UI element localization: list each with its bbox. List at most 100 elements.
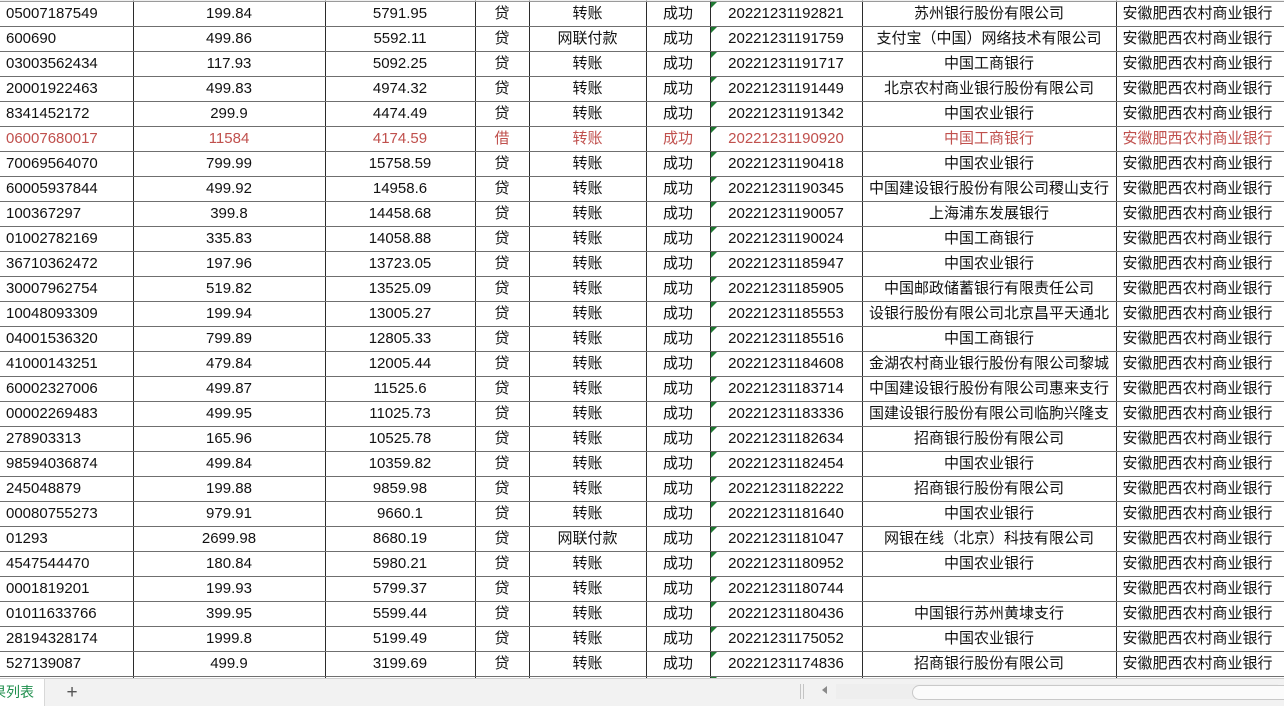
column-header-direction[interactable]	[475, 0, 530, 2]
cell-counterparty_bank[interactable]: 北京农村商业银行股份有限公司	[862, 76, 1117, 102]
table-row[interactable]: 00002269483 499.95 11025.73 贷转账 成功 2022123118…	[0, 401, 1284, 427]
cell-balance[interactable]: 14058.88	[325, 226, 476, 252]
cell-amount[interactable]: 335.83	[133, 226, 326, 252]
cell-counterparty_bank[interactable]: 中国农业银行	[862, 501, 1117, 527]
cell-account[interactable]: 03003562434	[0, 51, 134, 77]
cell-method[interactable]: 转账	[529, 501, 647, 527]
cell-account[interactable]: 100367297	[0, 201, 134, 227]
cell-amount[interactable]: 479.84	[133, 351, 326, 377]
cell-counterparty_bank[interactable]: 中国农业银行	[862, 451, 1117, 477]
column-header-datetime[interactable]	[710, 0, 863, 2]
cell-method[interactable]: 转账	[529, 1, 647, 27]
cell-counterparty_bank[interactable]: 设银行股份有限公司北京昌平天通北	[862, 301, 1117, 327]
cell-account[interactable]: 00080755273	[0, 501, 134, 527]
cell-direction[interactable]: 贷	[475, 576, 530, 602]
cell-datetime[interactable]: 20221231190345	[710, 176, 863, 202]
table-row[interactable]: 278903313 165.96 10525.78 贷转账 成功 202212311826…	[0, 426, 1284, 452]
table-row[interactable]: 600690 499.86 5592.11 贷网联付款 成功 20221231191759…	[0, 26, 1284, 52]
cell-status[interactable]: 成功	[646, 326, 711, 352]
cell-balance[interactable]: 8680.19	[325, 526, 476, 552]
column-header-balance[interactable]	[325, 0, 476, 2]
cell-amount[interactable]: 299.9	[133, 101, 326, 127]
cell-account[interactable]: 98594036874	[0, 451, 134, 477]
cell-amount[interactable]: 499.9	[133, 651, 326, 677]
cell-balance[interactable]: 5799.37	[325, 576, 476, 602]
cell-own_bank[interactable]: 安徽肥西农村商业银行	[1116, 626, 1284, 652]
cell-datetime[interactable]: 20221231180436	[710, 601, 863, 627]
cell-datetime[interactable]: 20221231192821	[710, 1, 863, 27]
cell-datetime[interactable]: 20221231180952	[710, 551, 863, 577]
cell-counterparty_bank[interactable]: 中国建设银行股份有限公司惠来支行	[862, 376, 1117, 402]
cell-counterparty_bank[interactable]: 中国农业银行	[862, 551, 1117, 577]
cell-direction[interactable]: 贷	[475, 101, 530, 127]
cell-direction[interactable]: 贷	[475, 476, 530, 502]
cell-direction[interactable]: 贷	[475, 26, 530, 52]
cell-direction[interactable]: 贷	[475, 251, 530, 277]
cell-status[interactable]: 成功	[646, 651, 711, 677]
cell-account[interactable]: 41000143251	[0, 351, 134, 377]
cell-balance[interactable]: 9660.1	[325, 501, 476, 527]
cell-balance[interactable]: 5791.95	[325, 1, 476, 27]
cell-balance[interactable]: 14458.68	[325, 201, 476, 227]
cell-datetime[interactable]: 20221231183714	[710, 376, 863, 402]
scrollbar-track[interactable]	[836, 684, 1284, 700]
cell-counterparty_bank[interactable]: 金湖农村商业银行股份有限公司黎城	[862, 351, 1117, 377]
cell-account[interactable]: 04001536320	[0, 326, 134, 352]
cell-direction[interactable]: 贷	[475, 276, 530, 302]
cell-account[interactable]: 06007680017	[0, 126, 134, 152]
table-row[interactable]: 100367297 399.8 14458.68 贷转账 成功 2022123119005…	[0, 201, 1284, 227]
column-header-status[interactable]	[646, 0, 711, 2]
cell-status[interactable]: 成功	[646, 576, 711, 602]
cell-status[interactable]: 成功	[646, 601, 711, 627]
cell-account[interactable]: 36710362472	[0, 251, 134, 277]
cell-status[interactable]: 成功	[646, 351, 711, 377]
table-row[interactable]: 527139087 499.9 3199.69 贷转账 成功 20221231174836…	[0, 651, 1284, 677]
cell-amount[interactable]: 399.8	[133, 201, 326, 227]
cell-account[interactable]: 01002782169	[0, 226, 134, 252]
cell-direction[interactable]: 贷	[475, 551, 530, 577]
cell-datetime[interactable]: 20221231174836	[710, 651, 863, 677]
cell-account[interactable]: 28194328174	[0, 626, 134, 652]
cell-balance[interactable]: 4974.32	[325, 76, 476, 102]
cell-balance[interactable]: 9859.98	[325, 476, 476, 502]
cell-datetime[interactable]: 20221231182454	[710, 451, 863, 477]
cell-datetime[interactable]: 20221231191342	[710, 101, 863, 127]
cell-counterparty_bank[interactable]: 网银在线（北京）科技有限公司	[862, 526, 1117, 552]
cell-method[interactable]: 转账	[529, 351, 647, 377]
cell-amount[interactable]: 499.95	[133, 401, 326, 427]
table-row[interactable]: 00080755273 979.91 9660.1 贷转账 成功 202212311816…	[0, 501, 1284, 527]
cell-counterparty_bank[interactable]	[862, 576, 1117, 602]
cell-own_bank[interactable]: 安徽肥西农村商业银行	[1116, 576, 1284, 602]
cell-amount[interactable]: 165.96	[133, 426, 326, 452]
cell-direction[interactable]: 贷	[475, 1, 530, 27]
cell-balance[interactable]: 2699.79	[325, 676, 476, 678]
cell-method[interactable]: 转账	[529, 201, 647, 227]
cell-direction[interactable]: 贷	[475, 301, 530, 327]
cell-method[interactable]: 转账	[529, 76, 647, 102]
cell-counterparty_bank[interactable]: 苏州银行股份有限公司	[862, 1, 1117, 27]
cell-own_bank[interactable]: 安徽肥西农村商业银行	[1116, 476, 1284, 502]
cell-amount[interactable]: 979.91	[133, 501, 326, 527]
cell-counterparty_bank[interactable]: 中国农业银行	[862, 251, 1117, 277]
cell-datetime[interactable]: 20221231190024	[710, 226, 863, 252]
scrollbar-split-grip[interactable]	[800, 684, 804, 699]
cell-own_bank[interactable]: 安徽肥西农村商业银行	[1116, 651, 1284, 677]
cell-amount[interactable]: 199.93	[133, 576, 326, 602]
cell-method[interactable]: 转账	[529, 476, 647, 502]
cell-own_bank[interactable]: 安徽肥西农村商业银行	[1116, 601, 1284, 627]
cell-amount[interactable]: 199.88	[133, 476, 326, 502]
cell-status[interactable]: 成功	[646, 301, 711, 327]
table-row[interactable]: 4547544470 180.84 5980.21 贷转账 成功 202212311809…	[0, 551, 1284, 577]
cell-own_bank[interactable]: 安徽肥西农村商业银行	[1116, 151, 1284, 177]
cell-status[interactable]: 成功	[646, 226, 711, 252]
cell-status[interactable]: 成功	[646, 1, 711, 27]
cell-method[interactable]: 转账	[529, 551, 647, 577]
cell-balance[interactable]: 5092.25	[325, 51, 476, 77]
cell-counterparty_bank[interactable]: 中国工商银行	[862, 126, 1117, 152]
cell-status[interactable]: 成功	[646, 26, 711, 52]
cell-method[interactable]: 转账	[529, 401, 647, 427]
cell-own_bank[interactable]: 安徽肥西农村商业银行	[1116, 326, 1284, 352]
table-row[interactable]: 10048093309 199.94 13005.27 贷转账 成功 2022123118…	[0, 301, 1284, 327]
cell-own_bank[interactable]: 安徽肥西农村商业银行	[1116, 526, 1284, 552]
cell-own_bank[interactable]: 安徽肥西农村商业银行	[1116, 176, 1284, 202]
